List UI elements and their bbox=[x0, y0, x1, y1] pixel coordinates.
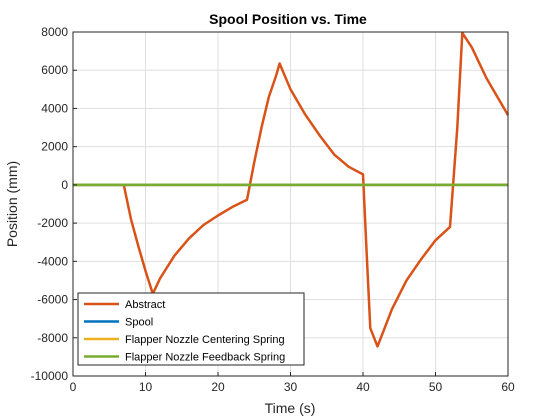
y-tick-label: -10000 bbox=[31, 369, 69, 383]
legend-label: Flapper Nozzle Centering Spring bbox=[125, 334, 285, 346]
y-tick-label: 0 bbox=[61, 178, 68, 192]
y-tick-label: -4000 bbox=[37, 254, 68, 268]
x-tick-label: 10 bbox=[139, 380, 153, 394]
y-axis-label: Position (mm) bbox=[4, 161, 20, 247]
x-tick-label: 0 bbox=[70, 380, 77, 394]
series-line-abstract bbox=[73, 31, 510, 348]
legend-label: Spool bbox=[125, 317, 153, 329]
y-tick-label: 6000 bbox=[41, 63, 68, 77]
legend: Abstract Spool Flapper Nozzle Centering Sp… bbox=[77, 292, 305, 366]
x-tick-label: 60 bbox=[501, 380, 515, 394]
x-axis-label: Time (s) bbox=[265, 400, 316, 416]
y-tick-label: 4000 bbox=[41, 101, 68, 115]
chart-title: Spool Position vs. Time bbox=[209, 11, 367, 27]
y-tick-label: -2000 bbox=[37, 216, 68, 230]
x-tick-label: 30 bbox=[284, 380, 298, 394]
y-tick-label: -8000 bbox=[37, 331, 68, 345]
ticks: 0 10 20 30 40 50 60 -10000 -8000 -6000 -4000 -2000 0… bbox=[31, 25, 515, 394]
legend-label: Flapper Nozzle Feedback Spring bbox=[125, 352, 285, 364]
y-tick-label: 8000 bbox=[41, 25, 68, 39]
x-tick-label: 50 bbox=[429, 380, 443, 394]
x-tick-label: 40 bbox=[356, 380, 370, 394]
legend-label: Abstract bbox=[125, 299, 165, 311]
y-tick-label: -6000 bbox=[37, 293, 68, 307]
series-lines bbox=[73, 31, 510, 348]
y-tick-label: 2000 bbox=[41, 140, 68, 154]
x-tick-label: 20 bbox=[211, 380, 225, 394]
